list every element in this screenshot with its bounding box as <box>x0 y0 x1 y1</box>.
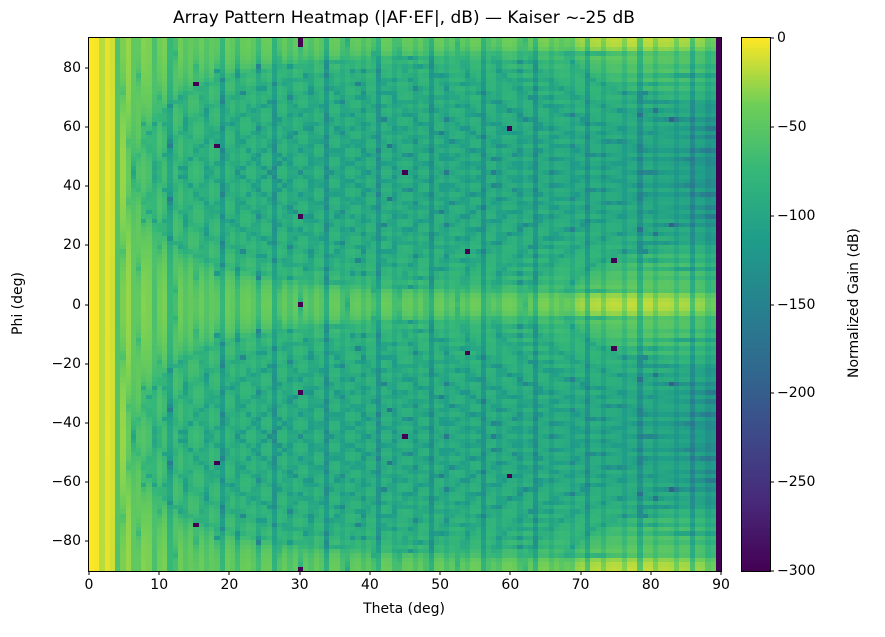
y-axis-tick-label: 60 <box>63 118 81 135</box>
y-axis-tick-label: −40 <box>51 414 81 431</box>
y-axis-tick <box>85 244 89 246</box>
x-axis-tick <box>580 571 582 575</box>
y-axis-tick-label: −60 <box>51 474 81 491</box>
colorbar-tick <box>770 392 774 394</box>
colorbar-tick-label: −50 <box>777 118 807 135</box>
x-axis-tick-label: 60 <box>501 577 520 593</box>
colorbar-canvas <box>742 38 770 571</box>
x-axis-tick <box>509 571 511 575</box>
x-axis-tick-label: 70 <box>571 577 590 593</box>
colorbar-tick <box>770 37 774 39</box>
y-axis-tick-label: 80 <box>63 59 81 76</box>
colorbar-tick-label: −250 <box>777 474 816 491</box>
y-axis-tick <box>85 304 89 305</box>
x-axis-tick-label: 40 <box>360 577 379 593</box>
y-axis-tick-label: −20 <box>51 355 81 372</box>
chart-title: Array Pattern Heatmap (|AF·EF|, dB) — Ka… <box>173 8 635 28</box>
x-axis-tick <box>299 571 301 575</box>
colorbar: 0 −50 −100 −150 −200 −250 −300 <box>741 30 815 579</box>
x-axis-label: Theta (deg) <box>363 601 445 617</box>
x-axis-tick <box>439 571 441 575</box>
y-axis-tick-label: 0 <box>72 296 81 313</box>
y-axis-tick <box>85 126 89 128</box>
y-axis-tick-label: 40 <box>63 178 81 195</box>
x-axis-tick <box>369 571 371 575</box>
colorbar-tick <box>770 304 774 305</box>
colorbar-tick-label: −300 <box>777 563 816 579</box>
colorbar-tick <box>770 126 774 128</box>
colorbar-tick-label: −100 <box>777 207 816 224</box>
colorbar-tick-label: 0 <box>777 30 786 46</box>
plot-area: 0 10 20 30 40 50 60 70 80 90 80 60 40 20 0 −20 −40 −60 −8… <box>51 37 730 593</box>
y-axis-tick <box>85 363 89 365</box>
x-axis-ticks: 0 10 20 30 40 50 60 70 80 90 <box>85 38 730 593</box>
x-axis-tick <box>720 571 722 575</box>
y-axis-tick <box>85 481 89 483</box>
colorbar-ticks: 0 −50 −100 −150 −200 −250 −300 <box>742 30 815 579</box>
heatmap-canvas <box>89 38 721 571</box>
colorbar-label: Normalized Gain (dB) <box>846 228 862 379</box>
colorbar-tick <box>770 481 774 483</box>
x-axis-tick <box>650 571 652 575</box>
y-axis-ticks: 80 60 40 20 0 −20 −40 −60 −80 <box>51 38 721 571</box>
x-axis-tick <box>88 571 90 575</box>
y-axis-label: Phi (deg) <box>10 272 26 335</box>
x-axis-tick-label: 0 <box>84 577 94 593</box>
y-axis-tick-label: 20 <box>63 237 81 254</box>
x-axis-tick-label: 90 <box>712 577 730 593</box>
y-axis-tick-label: −80 <box>51 533 81 550</box>
x-axis-tick-label: 10 <box>150 577 169 593</box>
x-axis-tick <box>228 571 230 575</box>
x-axis-tick-label: 20 <box>220 577 239 593</box>
colorbar-tick-label: −200 <box>777 385 816 402</box>
x-axis-tick-label: 80 <box>641 577 660 593</box>
x-axis-tick-label: 50 <box>431 577 450 593</box>
colorbar-tick <box>770 215 774 217</box>
colorbar-tick-label: −150 <box>777 296 816 313</box>
y-axis-tick <box>85 67 89 69</box>
y-axis-tick <box>85 422 89 424</box>
colorbar-tick <box>770 570 774 572</box>
x-axis-tick <box>158 571 160 575</box>
y-axis-tick <box>85 185 89 187</box>
y-axis-tick <box>85 540 89 542</box>
x-axis-tick-label: 30 <box>290 577 309 593</box>
